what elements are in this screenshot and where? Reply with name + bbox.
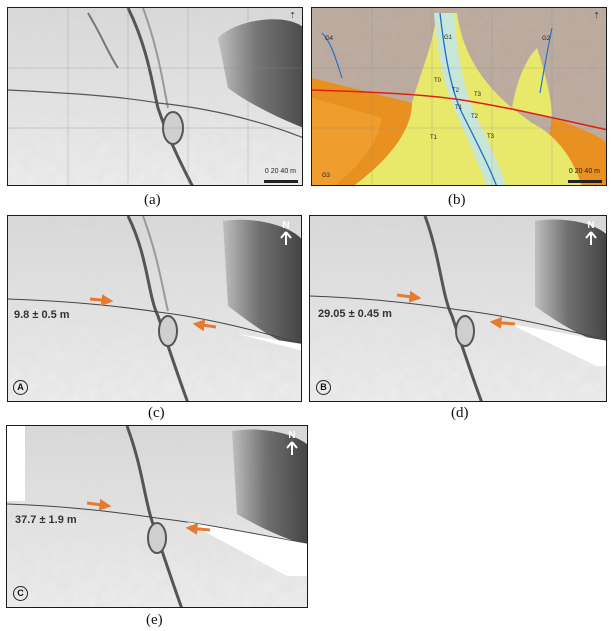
north-arrow-icon-c — [280, 231, 292, 245]
badge-d: B — [316, 380, 331, 395]
label-g3: G3 — [322, 173, 331, 179]
scale-bar-b: 0 20 40 m — [568, 168, 600, 175]
hillshade-map-d — [310, 216, 606, 401]
label-g1: G1 — [444, 35, 453, 41]
label-t2-b: T2 — [471, 114, 479, 120]
caption-c: (c) — [148, 405, 165, 421]
panel-a-hillshade: ⇡ 0 20 40 m — [7, 7, 303, 186]
badge-c: A — [13, 380, 28, 395]
north-arrow-a: ⇡ — [289, 11, 296, 20]
caption-b: (b) — [448, 192, 466, 208]
label-t3-b: T3 — [487, 134, 495, 140]
caption-e: (e) — [146, 612, 163, 628]
hillshade-map-c — [8, 216, 301, 401]
north-arrow-icon-d — [585, 231, 597, 245]
panel-d-offset-b: 29.05 ± 0.45 m B N — [309, 215, 607, 402]
scale-bar-a: 0 20 40 m — [264, 168, 296, 175]
hillshade-map-e — [7, 426, 307, 607]
north-arrow-c: N — [279, 220, 293, 245]
geologic-map-b — [312, 8, 606, 185]
label-t0: T0 — [434, 78, 442, 84]
panel-e-offset-c: 37.7 ± 1.9 m C N — [6, 425, 308, 608]
panel-b-geologic-map: G4 G1 G2 G3 T0 T2 T3 T1 T2 T1 T3 ⇡ 0 20 … — [311, 7, 607, 186]
north-label-d: N — [587, 220, 595, 231]
label-t1-a: T1 — [455, 105, 463, 111]
north-arrow-b: ⇡ — [593, 11, 600, 20]
caption-a: (a) — [144, 192, 161, 208]
north-label-e: N — [288, 430, 296, 441]
caption-d: (d) — [451, 405, 469, 421]
label-t3-a: T3 — [474, 92, 482, 98]
offset-value-d: 29.05 ± 0.45 m — [318, 308, 392, 320]
label-t2-a: T2 — [452, 88, 460, 94]
north-arrow-d: N — [584, 220, 598, 245]
label-t1-b: T1 — [430, 135, 438, 141]
offset-value-e: 37.7 ± 1.9 m — [15, 514, 77, 526]
label-g4: G4 — [325, 36, 334, 42]
label-g2: G2 — [542, 36, 551, 42]
hillshade-map-a — [8, 8, 302, 185]
north-arrow-icon-e — [286, 441, 298, 455]
offset-value-c: 9.8 ± 0.5 m — [14, 309, 70, 321]
badge-e: C — [13, 586, 28, 601]
north-arrow-e: N — [285, 430, 299, 455]
panel-c-offset-a: 9.8 ± 0.5 m A N — [7, 215, 302, 402]
north-label-c: N — [282, 220, 290, 231]
